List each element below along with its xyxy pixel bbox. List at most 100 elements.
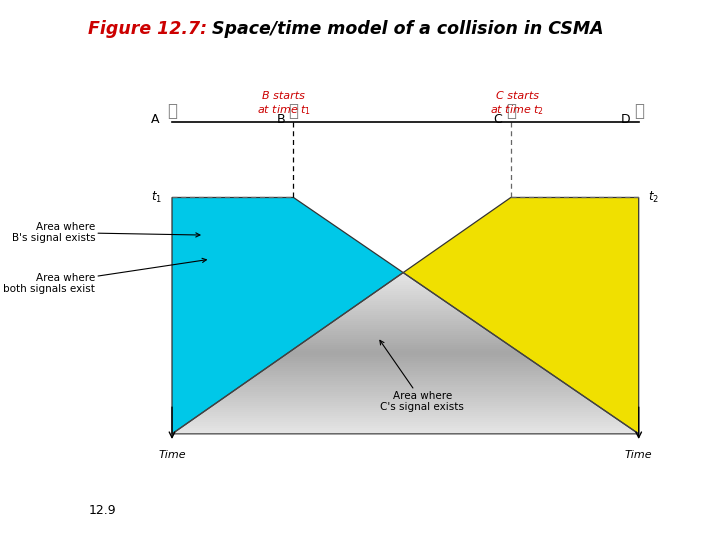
Polygon shape <box>172 279 639 281</box>
Polygon shape <box>172 327 639 329</box>
Polygon shape <box>172 313 639 315</box>
Polygon shape <box>172 373 639 375</box>
Polygon shape <box>172 372 639 373</box>
Text: 🖥: 🖥 <box>289 102 299 119</box>
Polygon shape <box>172 367 639 369</box>
Polygon shape <box>172 311 639 313</box>
Polygon shape <box>172 317 639 319</box>
Polygon shape <box>172 394 639 396</box>
Polygon shape <box>172 325 639 327</box>
Polygon shape <box>172 381 639 383</box>
Polygon shape <box>172 406 639 408</box>
Polygon shape <box>172 321 639 323</box>
Polygon shape <box>172 343 639 345</box>
Polygon shape <box>172 414 639 416</box>
Polygon shape <box>172 353 639 355</box>
Text: A: A <box>150 113 159 126</box>
Polygon shape <box>172 275 639 276</box>
Text: 🖥: 🖥 <box>167 102 177 119</box>
Polygon shape <box>172 349 639 351</box>
Polygon shape <box>172 329 639 331</box>
Text: $t_2$: $t_2$ <box>648 190 660 205</box>
Polygon shape <box>172 345 639 347</box>
Polygon shape <box>172 396 639 397</box>
Polygon shape <box>172 416 639 418</box>
Polygon shape <box>172 402 639 403</box>
Text: Area where
both signals exist: Area where both signals exist <box>4 258 207 294</box>
Polygon shape <box>172 337 639 339</box>
Text: Figure 12.7:: Figure 12.7: <box>89 20 207 38</box>
Polygon shape <box>172 305 639 307</box>
Polygon shape <box>172 388 639 389</box>
Polygon shape <box>172 359 639 361</box>
Polygon shape <box>172 410 639 411</box>
Polygon shape <box>172 319 639 321</box>
Polygon shape <box>172 293 639 295</box>
Polygon shape <box>172 380 639 381</box>
Text: C: C <box>494 113 503 126</box>
Polygon shape <box>172 389 639 392</box>
Polygon shape <box>172 377 639 380</box>
Polygon shape <box>172 351 639 353</box>
Text: C starts
at time $t_2$: C starts at time $t_2$ <box>490 91 544 117</box>
Polygon shape <box>172 397 639 400</box>
Text: 🖥: 🖥 <box>506 102 516 119</box>
Polygon shape <box>172 366 639 367</box>
Polygon shape <box>172 403 639 406</box>
Polygon shape <box>172 333 639 335</box>
Polygon shape <box>172 347 639 349</box>
Text: Area where
C's signal exists: Area where C's signal exists <box>380 340 464 413</box>
Polygon shape <box>172 323 639 325</box>
Polygon shape <box>172 386 639 388</box>
Polygon shape <box>172 335 639 337</box>
Polygon shape <box>172 307 639 309</box>
Polygon shape <box>172 375 639 377</box>
Polygon shape <box>172 361 639 363</box>
Polygon shape <box>172 383 639 386</box>
Polygon shape <box>172 428 639 430</box>
Polygon shape <box>172 392 639 394</box>
Text: 12.9: 12.9 <box>89 504 116 517</box>
Polygon shape <box>172 411 639 414</box>
Text: B: B <box>276 113 285 126</box>
Polygon shape <box>172 369 639 372</box>
Polygon shape <box>172 295 639 297</box>
Text: 🖥: 🖥 <box>634 102 644 119</box>
Polygon shape <box>172 408 639 410</box>
Polygon shape <box>172 285 639 287</box>
Polygon shape <box>172 339 639 341</box>
Polygon shape <box>172 291 639 293</box>
Polygon shape <box>172 363 639 366</box>
Polygon shape <box>172 400 639 402</box>
Text: D: D <box>621 113 631 126</box>
Text: B starts
at time $t_1$: B starts at time $t_1$ <box>257 91 311 117</box>
Polygon shape <box>172 357 639 359</box>
Polygon shape <box>172 299 639 301</box>
Polygon shape <box>172 282 639 285</box>
Polygon shape <box>172 426 639 428</box>
Polygon shape <box>403 198 639 434</box>
Polygon shape <box>172 301 639 303</box>
Polygon shape <box>172 273 639 275</box>
Polygon shape <box>172 418 639 420</box>
Polygon shape <box>172 422 639 424</box>
Text: Area where
B's signal exists: Area where B's signal exists <box>12 221 200 243</box>
Polygon shape <box>172 287 639 289</box>
Polygon shape <box>172 289 639 291</box>
Polygon shape <box>172 432 639 434</box>
Text: $t_1$: $t_1$ <box>151 190 163 205</box>
Polygon shape <box>172 341 639 343</box>
Polygon shape <box>172 297 639 299</box>
Polygon shape <box>172 424 639 426</box>
Polygon shape <box>172 276 639 279</box>
Polygon shape <box>172 420 639 422</box>
Polygon shape <box>172 281 639 282</box>
Polygon shape <box>172 198 403 434</box>
Polygon shape <box>172 309 639 311</box>
Polygon shape <box>172 430 639 432</box>
Text: Space/time model of a collision in CSMA: Space/time model of a collision in CSMA <box>200 20 604 38</box>
Polygon shape <box>172 355 639 357</box>
Polygon shape <box>172 331 639 333</box>
Text: Time: Time <box>625 450 652 460</box>
Polygon shape <box>172 303 639 305</box>
